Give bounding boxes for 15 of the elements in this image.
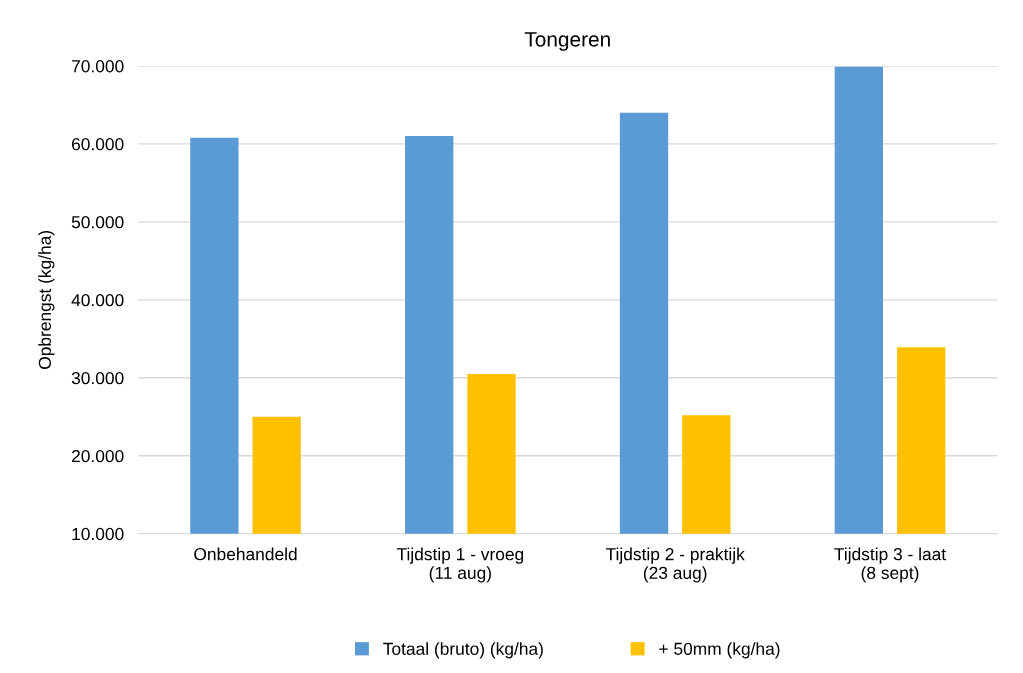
x-tick-label: Tijdstip 2 - praktijk (23 aug) <box>605 547 745 583</box>
x-tick-label: Onbehandeld <box>194 547 297 561</box>
legend-label: + 50mm (kg/ha) <box>659 642 780 659</box>
y-tick-label: 70.000 <box>72 60 124 73</box>
y-tick-label: 30.000 <box>71 371 124 385</box>
y-tick-label: 10.000 <box>72 527 124 541</box>
chart-title: Tongeren <box>524 32 610 51</box>
y-tick-label: 40.000 <box>71 293 124 307</box>
y-tick-label: 50.000 <box>71 216 124 229</box>
y-tick-label: 60.000 <box>72 138 124 151</box>
x-tick-label: Tijdstip 3 - laat (8 sept) <box>834 547 947 583</box>
legend-label: Totaal (bruto) (kg/ha) <box>383 642 543 659</box>
y-tick-label: 20.000 <box>71 449 124 463</box>
y-axis-title: Opbrengst (kg/ha) <box>38 230 55 369</box>
x-tick-label: Tijdstip 1 - vroeg (11 aug) <box>396 547 524 583</box>
